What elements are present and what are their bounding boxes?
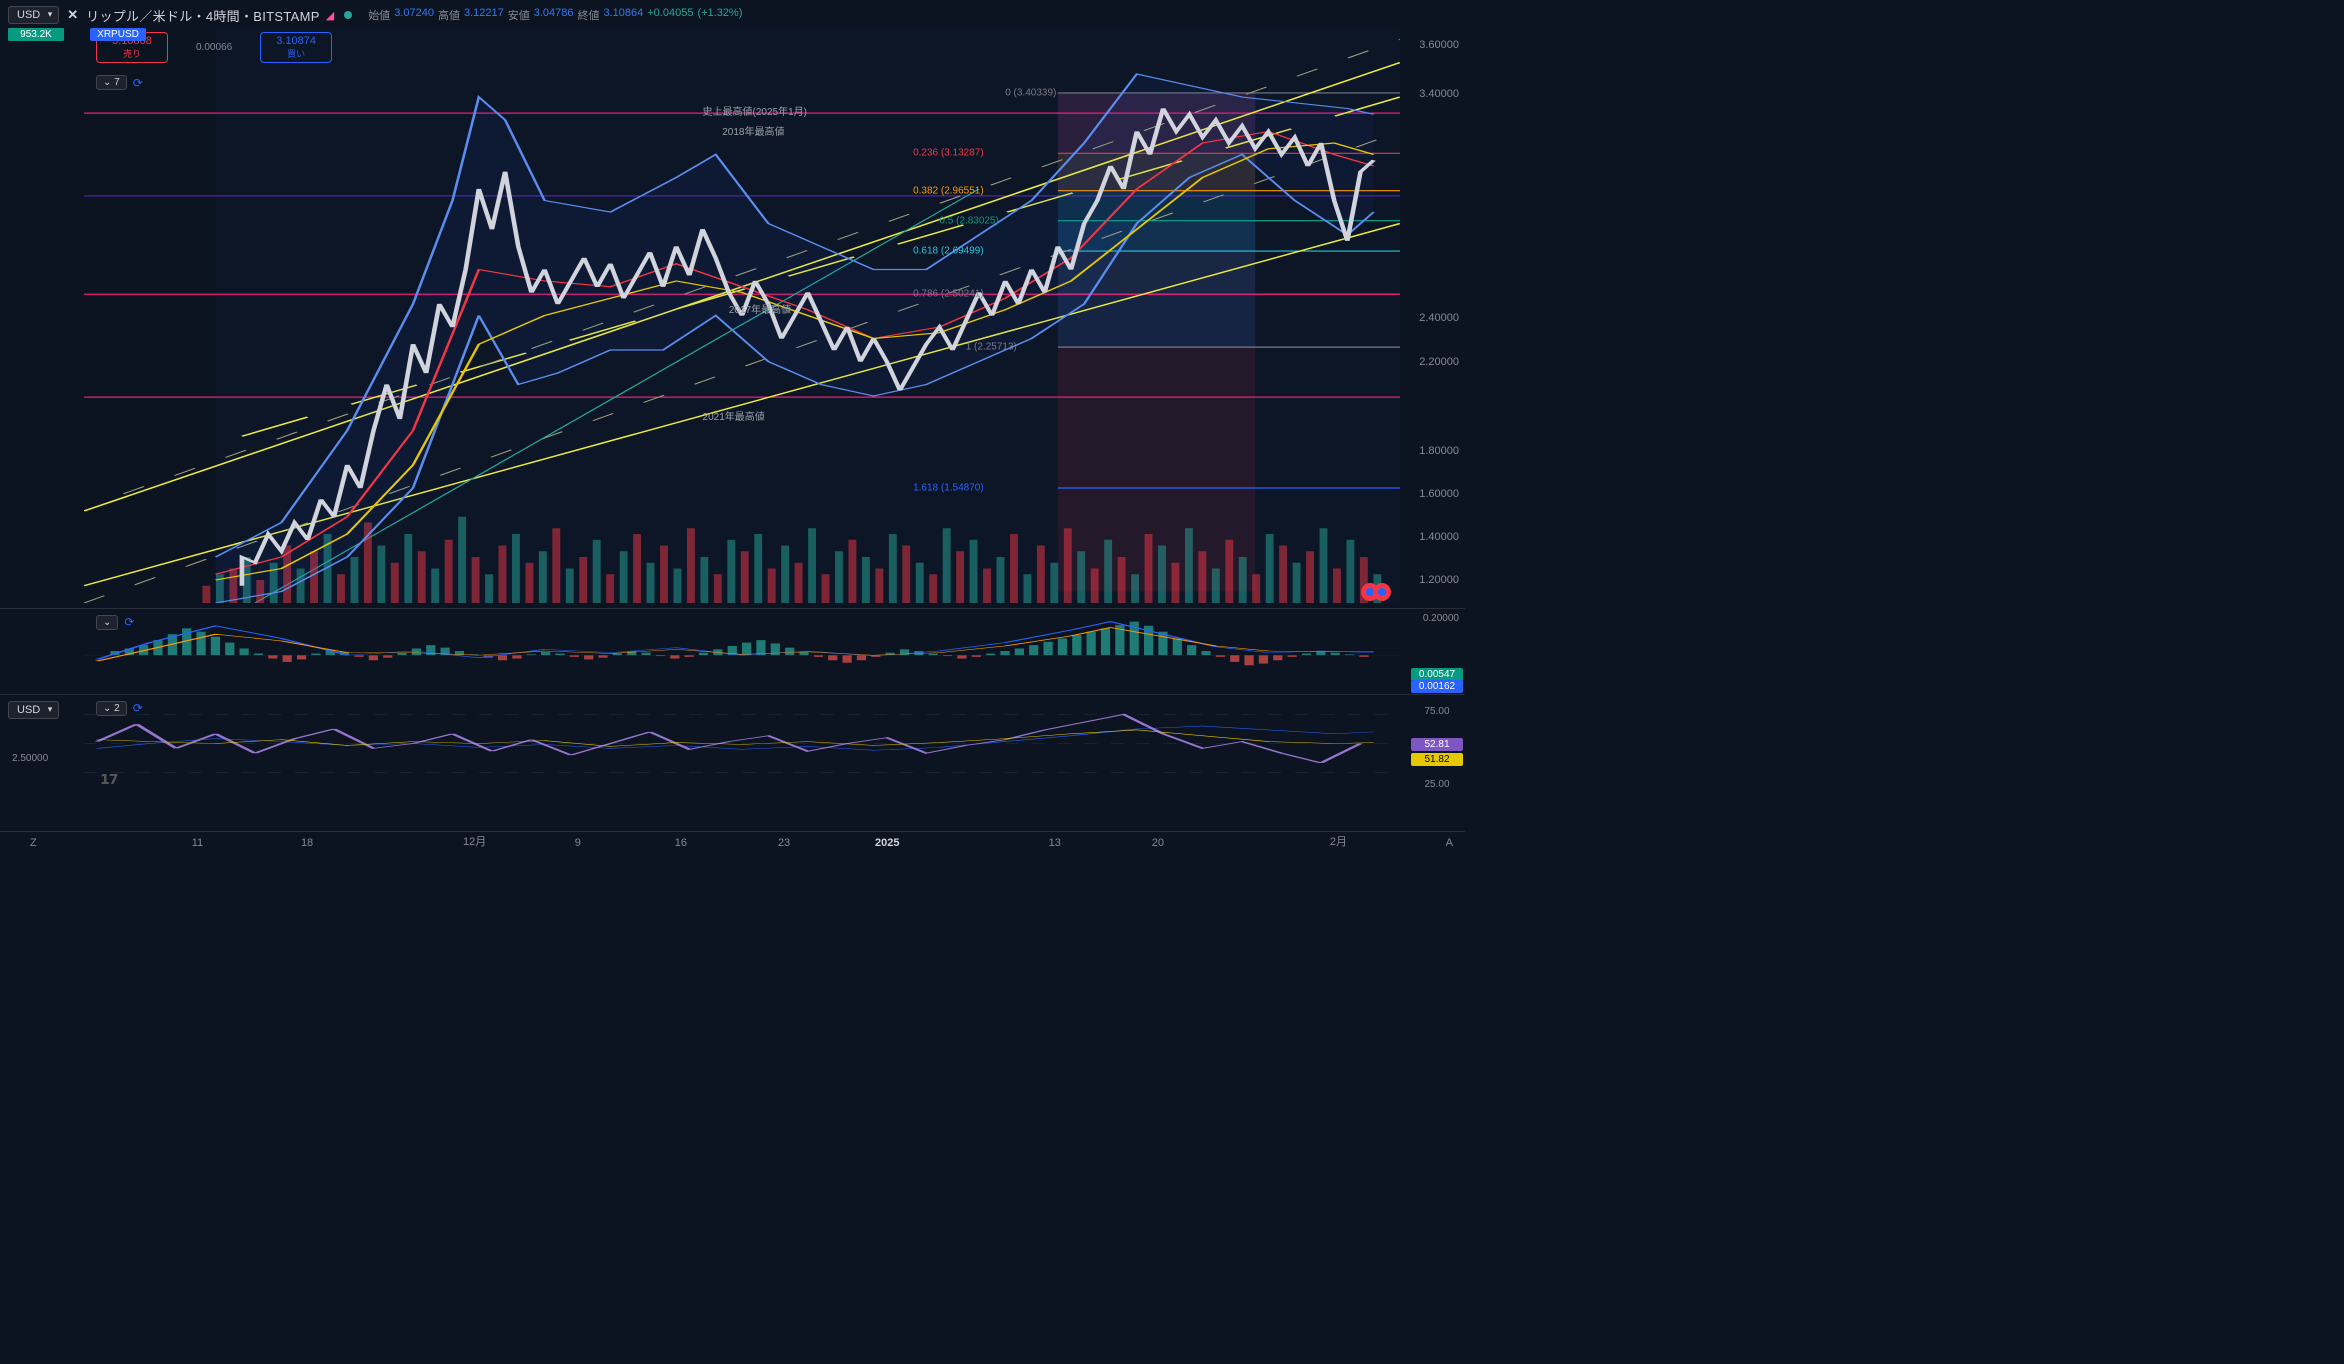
tradingview-logo: 𝟭𝟳 [100, 771, 117, 788]
time-axis[interactable]: Z 11 18 12月 9 16 23 2025 13 20 2月 A [0, 831, 1465, 853]
time-tick: 13 [1049, 837, 1061, 849]
time-tick: 11 [192, 837, 203, 849]
chart-annotation: 2017年最高値 [729, 301, 791, 316]
globe-icon[interactable] [1373, 583, 1391, 601]
pair-name: リップル／米ドル・4時間・BITSTAMP [86, 6, 320, 25]
chart-canvas[interactable]: 0 (3.40339) 0.236 (3.13287) 0.382 (2.96551… [84, 28, 1400, 603]
macd-panel[interactable]: ⌄ ⟳ 0.20000 0.005470.00162 [0, 608, 1465, 693]
price-tick: 3.40000 [1419, 88, 1459, 100]
fib-level-label: 1 (2.25713) [966, 342, 1017, 353]
time-tick: 2025 [875, 837, 899, 849]
rsi-value-badge: 25.00 [1411, 778, 1463, 791]
macd-value-badge: 0.00547 [1411, 668, 1463, 681]
rsi-left-tick: 2.50000 [12, 753, 48, 764]
rsi-value-badge: 51.82 [1411, 753, 1463, 766]
fib-level-label: 0.618 (2.69499) [913, 246, 984, 257]
chart-annotation: 2021年最高値 [703, 408, 765, 423]
price-axis[interactable]: 3.60000 3.40000 2.40000 2.20000 1.80000 1.600… [1400, 28, 1465, 603]
price-tick: 2.40000 [1419, 312, 1459, 324]
market-status-icon [344, 11, 352, 19]
fib-level-label: 0.236 (3.13287) [913, 148, 984, 159]
chart-annotation: 史上最高値(2025年1月) [703, 103, 807, 118]
price-tick: 1.20000 [1419, 574, 1459, 586]
rsi-value-badge: 52.81 [1411, 738, 1463, 751]
time-tick: 9 [575, 837, 581, 849]
fib-level-label: 1.618 (1.54870) [913, 483, 984, 494]
rsi-panel[interactable]: USD ⌄ 2 ⟳ 2.50000 75.0052.8151.8225.00 𝟭… [0, 694, 1465, 792]
time-tick: 18 [301, 837, 313, 849]
price-tick: 1.60000 [1419, 488, 1459, 500]
ohlc-readout: 始値3.07240 高値3.12217 安値3.04786 終値3.10864 … [368, 7, 742, 23]
fib-level-label: 0.786 (2.50241) [913, 289, 984, 300]
price-tick: 1.40000 [1419, 531, 1459, 543]
close-icon: ✕ [67, 7, 78, 23]
time-tick: 2月 [1330, 833, 1347, 849]
fib-level-label: 0.5 (2.83025) [939, 215, 999, 226]
price-tick: 1.80000 [1419, 445, 1459, 457]
macd-value-badge: 0.00162 [1411, 680, 1463, 693]
flag-icon: ◢ [326, 9, 334, 22]
time-tick: 16 [675, 837, 687, 849]
event-markers[interactable] [1361, 583, 1391, 601]
auto-scale-button[interactable]: A [1446, 837, 1453, 849]
chart-header: USD ✕ リップル／米ドル・4時間・BITSTAMP ◢ 始値3.07240 … [8, 4, 1457, 26]
price-tick: 2.20000 [1419, 356, 1459, 368]
symbol-title[interactable]: ✕ リップル／米ドル・4時間・BITSTAMP ◢ [67, 6, 352, 25]
macd-tick: 0.20000 [1423, 613, 1459, 624]
time-tick: 20 [1152, 837, 1164, 849]
rsi-value-badge: 75.00 [1411, 705, 1463, 718]
chart-annotation: 2018年最高値 [722, 123, 784, 138]
price-tick: 3.60000 [1419, 39, 1459, 51]
rsi-currency-select[interactable]: USD [8, 701, 59, 719]
fib-level-label: 0.382 (2.96551) [913, 185, 984, 196]
currency-select[interactable]: USD [8, 6, 59, 24]
time-tick: 12月 [463, 833, 486, 849]
timezone-button[interactable]: Z [30, 837, 37, 849]
main-price-chart[interactable]: 3.317003.243743.1086437:57XRPUSD3.102673… [0, 28, 1465, 603]
time-tick: 23 [778, 837, 790, 849]
fib-level-label: 0 (3.40339) [1005, 87, 1056, 98]
price-badge: 953.2K [8, 28, 64, 41]
